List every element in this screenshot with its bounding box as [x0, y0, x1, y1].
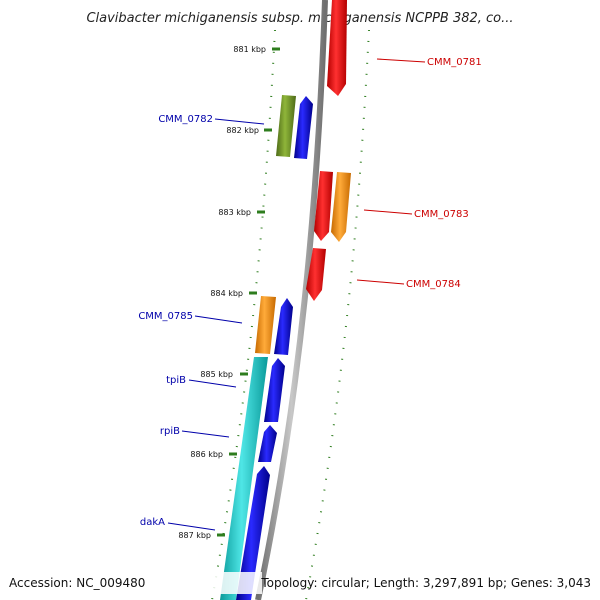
- label-tpib[interactable]: tpiB: [166, 375, 186, 386]
- kbp-label-881: 881 kbp: [233, 45, 266, 54]
- genome-backbone: [255, 0, 328, 600]
- kbp-label-885: 885 kbp: [200, 370, 233, 379]
- leader-cmm0784: [356, 279, 405, 285]
- kbp-label-886: 886 kbp: [190, 450, 223, 459]
- gene-cmm0783-a[interactable]: [314, 171, 333, 241]
- kbp-ticks: [217, 47, 280, 537]
- gene-tpib-cyan[interactable]: [220, 357, 268, 600]
- outer-ruler-dots: [305, 29, 370, 600]
- gene-cmm0784[interactable]: [306, 248, 326, 301]
- map-title: Clavibacter michiganensis subsp. michiga…: [86, 11, 513, 26]
- label-cmm0785[interactable]: CMM_0785: [138, 311, 193, 322]
- label-cmm0784[interactable]: CMM_0784: [406, 279, 461, 290]
- label-daka[interactable]: dakA: [140, 517, 165, 528]
- reverse-strand-genes: [220, 95, 313, 600]
- kbp-label-882: 882 kbp: [226, 126, 259, 135]
- leader-rpib: [181, 430, 230, 438]
- gene-cmm0781[interactable]: [327, 0, 347, 96]
- leader-daka: [167, 522, 216, 531]
- gene-daka[interactable]: [236, 466, 270, 600]
- topology-text: Topology: circular; Length: 3,297,891 bp…: [260, 576, 591, 590]
- kbp-label-883: 883 kbp: [218, 208, 251, 217]
- label-cmm0783[interactable]: CMM_0783: [414, 209, 469, 220]
- gene-cmm0783-b[interactable]: [331, 172, 351, 242]
- kbp-label-884: 884 kbp: [210, 289, 243, 298]
- gene-cmm0785-b[interactable]: [274, 298, 293, 355]
- leader-tpib: [188, 379, 237, 388]
- gene-cmm0782-a[interactable]: [276, 95, 296, 157]
- label-leaders: [167, 58, 426, 531]
- footer-left-backdrop: [0, 572, 262, 594]
- gene-cmm0785-a[interactable]: [255, 296, 276, 354]
- gene-cmm0782-b[interactable]: [294, 96, 313, 159]
- leader-cmm0783: [363, 209, 413, 215]
- label-rpib[interactable]: rpiB: [160, 426, 180, 437]
- gene-tpib[interactable]: [264, 358, 285, 422]
- accession-text: Accession: NC_009480: [9, 576, 145, 590]
- leader-cmm0782: [214, 118, 265, 125]
- leader-cmm0785: [194, 315, 243, 324]
- label-cmm0781[interactable]: CMM_0781: [427, 57, 482, 68]
- leader-cmm0781: [376, 58, 426, 63]
- forward-strand-genes: [306, 0, 351, 301]
- gene-rpib[interactable]: [258, 425, 277, 462]
- label-cmm0782[interactable]: CMM_0782: [158, 114, 213, 125]
- kbp-label-887: 887 kbp: [178, 531, 211, 540]
